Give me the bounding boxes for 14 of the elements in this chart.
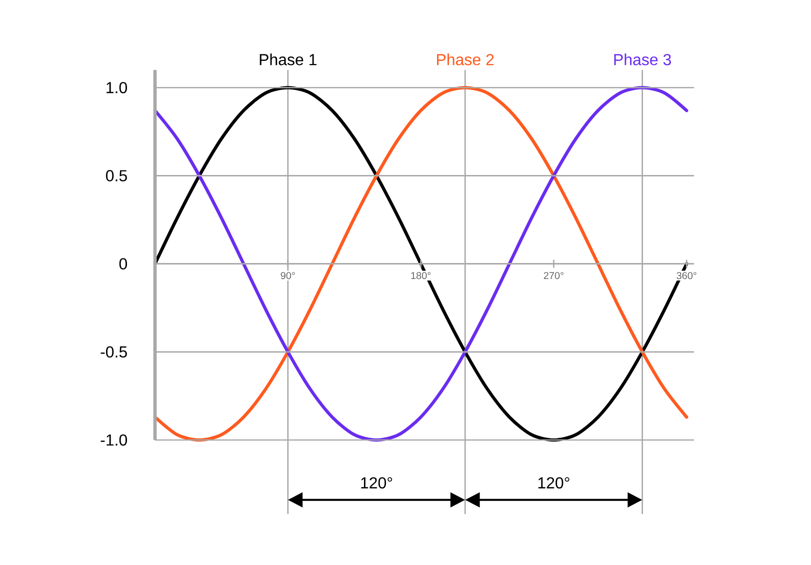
x-tick-label: 90°	[280, 272, 295, 280]
text: 120°	[538, 477, 570, 489]
y-tick-label: -1.0	[100, 434, 128, 446]
x-tick-label: 270°	[544, 272, 564, 280]
y-tick-label: 0	[119, 258, 128, 270]
text: 120°	[361, 477, 392, 489]
series-label: Phase 2	[437, 54, 494, 66]
y-tick-label: -0.5	[100, 346, 127, 358]
y-tick-label: 0.5	[106, 170, 127, 182]
series-label: Phase 3	[614, 54, 671, 66]
x-tick-label: 180°	[411, 272, 431, 280]
series-label: Phase 1	[260, 54, 316, 66]
x-tick-label: 360°	[676, 272, 696, 280]
y-tick-label: 1.0	[106, 82, 128, 94]
